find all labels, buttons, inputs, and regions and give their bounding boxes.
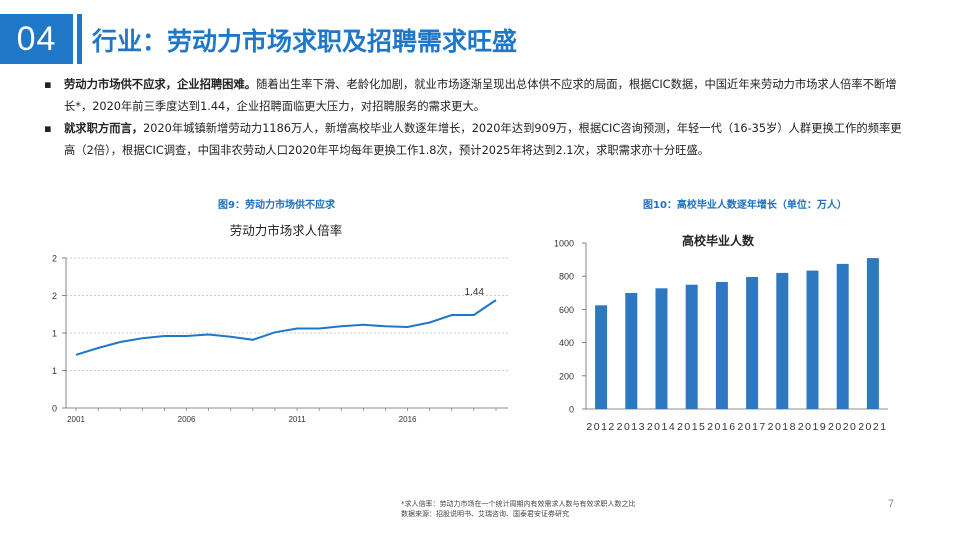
bar-chart-y-tick-label: 400 [559,338,574,348]
bar-chart-title: 高校毕业人数 [682,233,755,248]
bar-chart-bar [595,305,608,410]
line-chart-title: 劳动力市场求人倍率 [230,223,343,238]
bar-chart-x-tick-label: 2017 [737,421,766,433]
bar-chart-x-tick-label: 2015 [677,421,706,433]
bar-chart-bar [625,293,638,409]
line-chart-series-line [75,299,497,356]
bullet-item: ▪ 就求职方而言，2020年城镇新增劳动力1186万人，新增高校毕业人数逐年增长… [44,118,904,162]
footnote-source: 数据来源：招股说明书、艾瑞咨询、国泰君安证券研究 [401,510,569,518]
bar-chart-bar [746,277,759,409]
line-chart-x-tick-label: 2006 [178,415,196,424]
line-chart-y-tick-label: 1 [52,366,57,376]
bullet-text: 2020年城镇新增劳动力1186万人，新增高校毕业人数逐年增长，2020年达到9… [64,122,902,157]
line-chart-x-tick-label: 2001 [67,415,85,424]
line-chart-data-label: 1.44 [465,287,485,298]
line-chart-y-tick-label: 1 [52,329,57,339]
bullet-text: 随着出生率下滑、老龄化加剧，就业市场逐渐呈现出总体供不应求的局面，根据CIC数据… [64,78,897,113]
fig9-caption: 图9：劳动力市场供不应求 [218,200,335,211]
page-title: 行业：劳动力市场求职及招聘需求旺盛 [92,27,518,56]
bullet-heading: 就求职方而言， [64,122,144,135]
bar-chart-x-tick-label: 2012 [586,421,615,433]
bar-chart-y-tick-label: 0 [569,405,574,415]
bar-chart-x-tick-label: 2019 [798,421,827,433]
bar-chart-x-tick-label: 2014 [647,421,676,433]
page-number: 7 [888,498,895,510]
bar-chart-x-tick-label: 2016 [707,421,736,433]
line-chart-y-tick-label: 2 [52,254,57,264]
bullet-marker: ▪ [44,122,52,135]
bar-chart-y-tick-label: 1000 [554,239,574,249]
bar-chart-bar [836,263,849,409]
bar-chart-x-tick-label: 2020 [828,421,857,433]
bar-chart-bar [685,284,698,409]
title-accent-bar [77,14,82,64]
bar-chart-y-tick-label: 200 [559,371,574,381]
bar-chart-bar [715,282,728,409]
bar-chart-y-tick-label: 800 [559,272,574,282]
bar-chart-bar [806,270,819,409]
line-chart-y-tick-label: 2 [52,291,57,301]
bar-chart-y-tick-label: 600 [559,305,574,315]
line-chart-x-tick-label: 2011 [288,415,306,424]
line-chart-y-tick-label: 0 [52,404,57,414]
line-chart-x-tick-label: 2016 [399,415,417,424]
fig10-caption: 图10：高校毕业人数逐年增长（单位：万人） [643,200,847,211]
bar-chart-bar [655,288,668,409]
bar-chart-x-tick-label: 2018 [768,421,797,433]
bullet-list: ▪ 劳动力市场供不应求，企业招聘困难。随着出生率下滑、老龄化加剧，就业市场逐渐呈… [44,74,904,162]
footnote: *求人倍率：劳动力市场在一个统计周期内有效需求人数与有效求职人数之比 数据来源：… [401,499,636,519]
footnote-note: *求人倍率：劳动力市场在一个统计周期内有效需求人数与有效求职人数之比 [401,500,636,508]
bar-chart-bar [866,258,879,409]
bullet-heading: 劳动力市场供不应求，企业招聘困难。 [64,78,257,91]
bar-chart-x-tick-label: 2021 [858,421,887,433]
bar-chart-x-tick-label: 2013 [617,421,646,433]
bullet-item: ▪ 劳动力市场供不应求，企业招聘困难。随着出生率下滑、老龄化加剧，就业市场逐渐呈… [44,74,904,118]
section-number: 04 [0,14,73,64]
bar-chart-bar [776,272,789,409]
bullet-marker: ▪ [44,78,52,91]
